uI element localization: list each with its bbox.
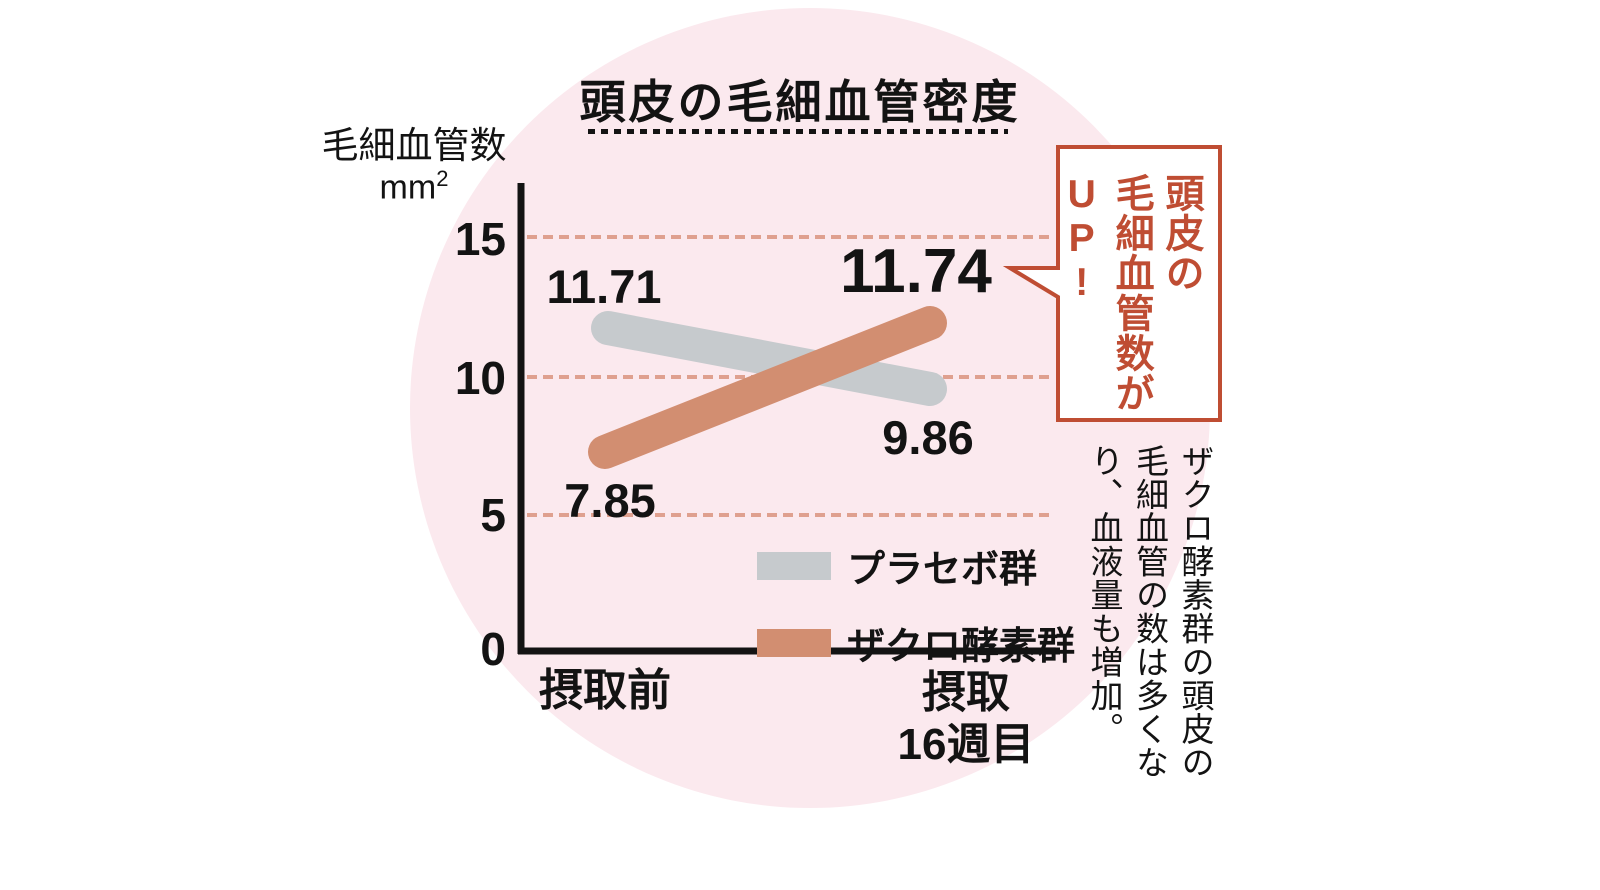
callout-text: 頭皮の 毛細血管数が UP! — [1060, 173, 1203, 413]
legend-row-enzyme: ザクロ酵素群 — [757, 615, 1075, 670]
callout-bubble — [1002, 145, 1222, 422]
legend-row-placebo: プラセボ群 — [757, 538, 1075, 593]
legend-swatch-placebo — [757, 551, 831, 580]
legend-label-placebo: プラセボ群 — [847, 549, 1038, 591]
ytick-5: 5 — [480, 489, 506, 541]
y-axis-unit-label: 毛細血管数 mm2 — [308, 125, 520, 207]
y-axis-label-unit: mm2 — [379, 165, 449, 207]
value-enzyme-start: 7.85 — [564, 474, 656, 527]
value-placebo-start: 11.71 — [546, 260, 662, 313]
value-enzyme-end: 11.74 — [840, 237, 992, 306]
xlabel-before-intake: 摂取前 — [539, 666, 671, 715]
enzyme-line — [588, 306, 947, 469]
placebo-line — [591, 311, 947, 406]
legend-label-enzyme: ザクロ酵素群 — [847, 626, 1076, 668]
title-dashed-underline — [588, 129, 1008, 134]
legend: プラセボ群 ザクロ酵素群 — [757, 538, 1075, 670]
value-placebo-end: 9.86 — [882, 411, 974, 464]
ytick-10: 10 — [454, 352, 506, 404]
ytick-15: 15 — [454, 213, 506, 265]
ytick-0: 0 — [480, 623, 506, 675]
side-note: ザクロ酵素群の頭皮の 毛細血管の数は多くな り、血液量も増加。 — [1085, 444, 1214, 779]
xlabel-week16: 摂取 16週目 — [897, 668, 1035, 769]
chart-title: 頭皮の毛細血管密度 — [579, 76, 1021, 128]
y-axis-label-line1: 毛細血管数 — [321, 125, 507, 166]
legend-swatch-enzyme — [757, 628, 831, 657]
